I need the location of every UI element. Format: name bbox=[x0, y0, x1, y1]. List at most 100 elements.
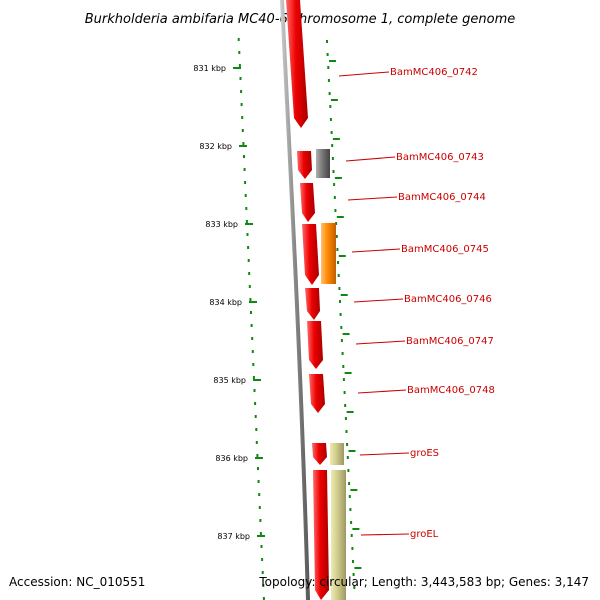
track-dot bbox=[335, 235, 338, 238]
track-dot bbox=[249, 298, 252, 301]
track-dot bbox=[345, 430, 348, 433]
kbp-label: 834 kbp bbox=[209, 298, 242, 307]
track-dot bbox=[243, 168, 246, 171]
track-dot bbox=[245, 220, 248, 223]
track-dot bbox=[250, 311, 252, 314]
track-dot bbox=[244, 181, 247, 184]
track-dash bbox=[338, 255, 346, 257]
gene-block-groEL[interactable] bbox=[331, 470, 346, 600]
kbp-label: 836 kbp bbox=[215, 454, 248, 463]
gene-callouts: BamMC406_0742 BamMC406_0743 BamMC406_074… bbox=[338, 67, 495, 540]
track-dot bbox=[255, 428, 258, 431]
track-dot bbox=[262, 584, 265, 587]
gene-label-BamMC406_0745[interactable]: BamMC406_0745 bbox=[401, 244, 489, 255]
gene-label-BamMC406_0744[interactable]: BamMC406_0744 bbox=[398, 192, 486, 203]
track-dash bbox=[348, 450, 356, 452]
callout-line bbox=[353, 298, 404, 303]
track-dot bbox=[327, 66, 330, 69]
gene-arrow-BamMC406_0748[interactable] bbox=[309, 374, 325, 413]
track-dot bbox=[254, 415, 257, 418]
track-dot bbox=[254, 402, 257, 405]
track-dot bbox=[245, 207, 248, 210]
gene-arrow-groES[interactable] bbox=[312, 443, 327, 465]
gene-label-groES[interactable]: groES bbox=[410, 448, 439, 459]
track-dot bbox=[256, 454, 259, 457]
track-dot bbox=[335, 222, 338, 225]
gene-label-BamMC406_0743[interactable]: BamMC406_0743 bbox=[396, 152, 484, 163]
track-dot bbox=[240, 90, 243, 93]
gene-block-groES[interactable] bbox=[330, 443, 344, 465]
track-dot bbox=[343, 391, 346, 394]
track-dot bbox=[344, 404, 347, 407]
track-dot bbox=[333, 183, 336, 186]
gene-arrow-BamMC406_0742[interactable] bbox=[286, 0, 308, 128]
gene-label-groEL[interactable]: groEL bbox=[410, 529, 439, 540]
track-dot bbox=[252, 376, 255, 379]
track-dot bbox=[340, 326, 343, 329]
outer-dotted-track bbox=[237, 38, 265, 600]
gene-arrow-BamMC406_0746[interactable] bbox=[305, 288, 320, 320]
gene-label-BamMC406_0742[interactable]: BamMC406_0742 bbox=[390, 67, 478, 78]
track-dash bbox=[329, 60, 336, 62]
track-dot bbox=[350, 521, 353, 524]
gene-arrow-BamMC406_0745[interactable] bbox=[302, 224, 319, 285]
gene-arrow-BamMC406_0743-strand[interactable] bbox=[297, 151, 312, 179]
track-dot bbox=[241, 116, 244, 119]
track-dash bbox=[350, 489, 358, 491]
track-dot bbox=[339, 313, 342, 316]
track-dot bbox=[248, 272, 251, 275]
gene-features bbox=[286, 0, 346, 600]
track-dot bbox=[253, 389, 256, 392]
track-dot bbox=[352, 560, 354, 563]
track-dot bbox=[339, 300, 341, 303]
track-dot bbox=[331, 144, 334, 147]
track-dot bbox=[251, 350, 254, 353]
track-dot bbox=[348, 495, 351, 498]
gene-label-BamMC406_0748[interactable]: BamMC406_0748 bbox=[407, 385, 495, 396]
track-dot bbox=[337, 261, 340, 264]
gene-block-BamMC406_0745[interactable] bbox=[321, 223, 336, 284]
callout-line bbox=[347, 196, 398, 201]
track-dot bbox=[238, 64, 241, 67]
gene-arrow-BamMC406_0747[interactable] bbox=[307, 321, 323, 369]
track-dash bbox=[344, 372, 352, 374]
track-dot bbox=[251, 337, 254, 340]
track-dash bbox=[354, 567, 362, 569]
track-dot bbox=[353, 586, 356, 589]
track-dot bbox=[262, 597, 265, 600]
track-dash bbox=[342, 333, 350, 335]
gene-label-BamMC406_0746[interactable]: BamMC406_0746 bbox=[404, 294, 492, 305]
gene-arrow-groEL[interactable] bbox=[313, 470, 329, 600]
track-dot bbox=[338, 287, 341, 290]
track-dash bbox=[340, 294, 348, 296]
track-dot bbox=[241, 129, 244, 132]
gene-label-BamMC406_0747[interactable]: BamMC406_0747 bbox=[406, 336, 494, 347]
track-dot bbox=[351, 547, 354, 550]
gene-block-BamMC406_0743[interactable] bbox=[316, 149, 330, 178]
callout-line bbox=[351, 248, 401, 253]
track-dash bbox=[332, 138, 340, 140]
track-dot bbox=[329, 105, 332, 108]
callout-line bbox=[345, 156, 396, 162]
track-dot bbox=[347, 469, 350, 472]
track-dot bbox=[330, 131, 333, 134]
track-dot bbox=[243, 155, 245, 158]
kbp-label: 837 kbp bbox=[217, 532, 250, 541]
track-dot bbox=[258, 506, 261, 509]
track-dot bbox=[237, 38, 240, 41]
track-dot bbox=[261, 558, 264, 561]
track-dot bbox=[246, 233, 249, 236]
track-dot bbox=[350, 534, 353, 537]
track-dash bbox=[352, 528, 360, 530]
track-dot bbox=[327, 79, 330, 82]
gene-arrow-BamMC406_0744[interactable] bbox=[300, 183, 315, 222]
track-dot bbox=[348, 482, 351, 485]
track-dot bbox=[333, 196, 336, 199]
callout-line bbox=[359, 452, 410, 456]
track-dot bbox=[258, 493, 261, 496]
track-dot bbox=[331, 157, 334, 160]
track-dot bbox=[242, 142, 245, 145]
track-dot bbox=[334, 209, 337, 212]
kbp-label: 832 kbp bbox=[199, 142, 232, 151]
